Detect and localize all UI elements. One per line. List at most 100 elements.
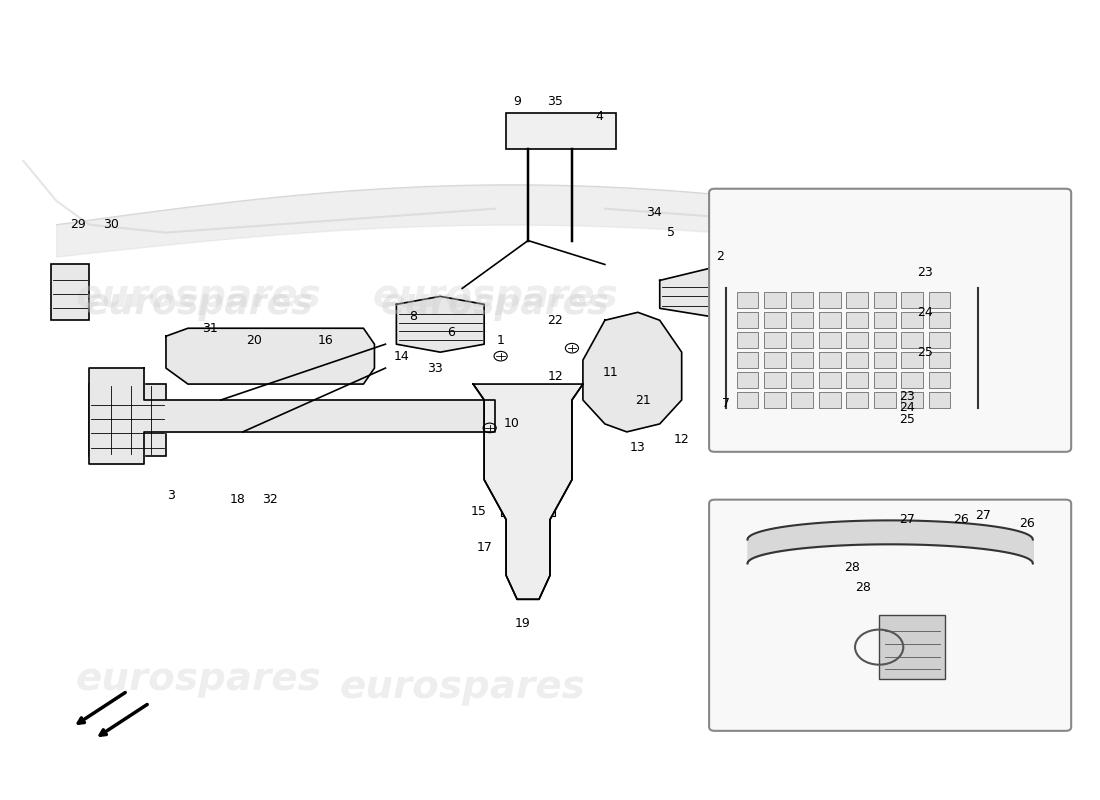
Text: eurospares: eurospares <box>381 287 609 322</box>
Text: eurospares: eurospares <box>339 668 585 706</box>
Bar <box>737 392 759 408</box>
Bar <box>928 352 950 368</box>
Text: 8: 8 <box>409 310 417 322</box>
Text: 26: 26 <box>1020 517 1035 530</box>
Text: 12: 12 <box>674 434 690 446</box>
Bar <box>764 372 785 388</box>
FancyBboxPatch shape <box>710 189 1071 452</box>
FancyBboxPatch shape <box>710 500 1071 731</box>
Text: 27: 27 <box>899 513 914 526</box>
Text: 24: 24 <box>917 306 933 319</box>
Text: 11: 11 <box>603 366 618 378</box>
Bar <box>846 332 868 348</box>
Text: 4: 4 <box>595 110 603 123</box>
Bar <box>737 292 759 308</box>
Bar <box>791 352 813 368</box>
Text: 19: 19 <box>515 617 530 630</box>
Bar <box>928 332 950 348</box>
Bar <box>764 292 785 308</box>
Bar <box>500 456 556 476</box>
Bar <box>737 332 759 348</box>
Text: 25: 25 <box>917 346 934 358</box>
Bar <box>846 392 868 408</box>
Text: 6: 6 <box>448 326 455 338</box>
Bar <box>928 372 950 388</box>
Text: 2: 2 <box>716 250 724 263</box>
Text: eurospares: eurospares <box>85 287 313 322</box>
Text: 28: 28 <box>844 561 860 574</box>
Bar <box>791 372 813 388</box>
Text: 5: 5 <box>667 226 674 239</box>
Bar <box>737 352 759 368</box>
Text: 3: 3 <box>167 489 175 502</box>
Bar <box>901 312 923 328</box>
Bar <box>818 312 840 328</box>
Bar <box>506 113 616 149</box>
Text: 35: 35 <box>548 94 563 107</box>
Text: 10: 10 <box>504 418 519 430</box>
Text: 22: 22 <box>548 314 563 326</box>
Text: eurospares: eurospares <box>372 278 618 315</box>
Text: 18: 18 <box>230 493 245 506</box>
Text: 25: 25 <box>899 414 914 426</box>
Bar <box>818 332 840 348</box>
Text: 21: 21 <box>636 394 651 406</box>
Text: eurospares: eurospares <box>76 278 322 315</box>
Bar <box>737 372 759 388</box>
Text: 26: 26 <box>954 513 969 526</box>
Bar <box>791 392 813 408</box>
Text: 29: 29 <box>70 218 86 231</box>
Bar <box>791 292 813 308</box>
Bar <box>89 384 166 456</box>
Text: 17: 17 <box>476 541 492 554</box>
Text: 7: 7 <box>722 398 729 410</box>
Text: 33: 33 <box>427 362 442 374</box>
Polygon shape <box>89 368 495 464</box>
Text: 1: 1 <box>497 334 505 346</box>
Text: 34: 34 <box>647 206 662 219</box>
Bar <box>737 312 759 328</box>
Bar <box>500 416 556 436</box>
Text: 28: 28 <box>855 581 870 594</box>
Bar <box>846 352 868 368</box>
Bar <box>901 292 923 308</box>
Polygon shape <box>396 296 484 352</box>
Bar <box>873 372 895 388</box>
Bar <box>764 392 785 408</box>
Bar <box>764 312 785 328</box>
Text: 20: 20 <box>245 334 262 346</box>
Text: 9: 9 <box>513 94 521 107</box>
Polygon shape <box>473 384 583 599</box>
Bar <box>846 312 868 328</box>
Bar <box>791 332 813 348</box>
Bar <box>846 372 868 388</box>
Bar <box>818 292 840 308</box>
Text: 31: 31 <box>202 322 218 334</box>
Bar <box>873 312 895 328</box>
Bar <box>901 332 923 348</box>
Bar <box>818 392 840 408</box>
Bar <box>51 265 89 320</box>
Bar <box>901 352 923 368</box>
Bar <box>901 392 923 408</box>
Bar <box>818 352 840 368</box>
Bar <box>873 392 895 408</box>
Text: 23: 23 <box>917 266 933 279</box>
Bar <box>764 352 785 368</box>
Bar <box>928 312 950 328</box>
Polygon shape <box>166 328 374 384</box>
Text: 32: 32 <box>262 493 278 506</box>
Bar <box>928 292 950 308</box>
Text: 24: 24 <box>899 402 914 414</box>
Text: 15: 15 <box>471 505 486 518</box>
Bar <box>873 352 895 368</box>
Text: 16: 16 <box>317 334 333 346</box>
Bar <box>791 312 813 328</box>
Bar <box>846 292 868 308</box>
Polygon shape <box>583 312 682 432</box>
Text: eurospares: eurospares <box>76 660 322 698</box>
Text: 30: 30 <box>103 218 119 231</box>
Bar <box>879 615 945 679</box>
Bar <box>293 336 341 372</box>
Bar <box>500 496 556 515</box>
